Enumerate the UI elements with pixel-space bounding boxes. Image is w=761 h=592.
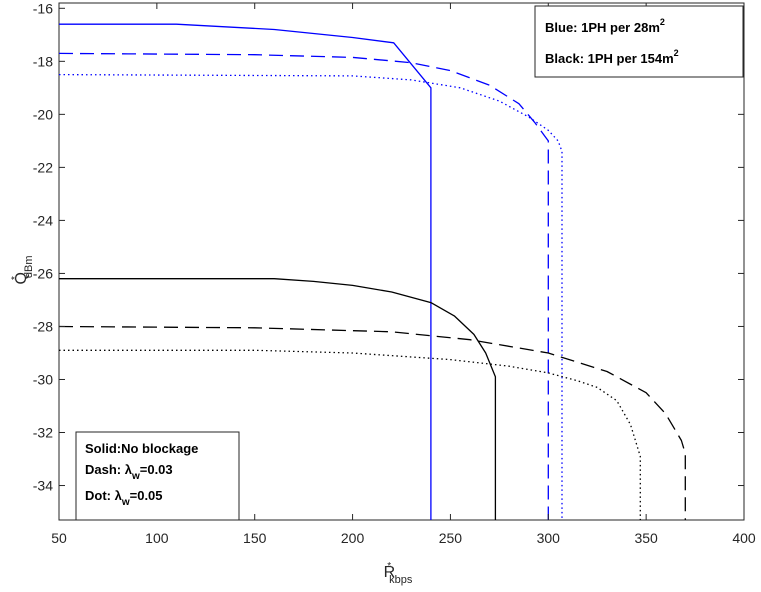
y-axis-title-sup: * bbox=[10, 276, 21, 280]
x-tick-label: 50 bbox=[51, 530, 67, 546]
x-tick-label: 350 bbox=[634, 530, 658, 546]
y-tick-label: -20 bbox=[33, 106, 53, 122]
legend-styles-dot: Dot: λw=0.05 bbox=[85, 488, 163, 508]
x-axis: 50 100 150 200 250 300 350 400 bbox=[51, 3, 756, 546]
y-tick-label: -18 bbox=[33, 53, 53, 69]
x-tick-label: 400 bbox=[732, 530, 756, 546]
y-tick-label: -28 bbox=[33, 318, 53, 334]
series-line-black-dash bbox=[58, 325, 686, 520]
y-tick-label: -32 bbox=[33, 425, 53, 441]
y-tick-label: -30 bbox=[33, 371, 53, 387]
y-tick-label: -24 bbox=[33, 212, 53, 228]
y-tick-label: -22 bbox=[33, 159, 53, 175]
x-tick-label: 200 bbox=[341, 530, 365, 546]
legend-styles-box bbox=[75, 431, 240, 521]
series-line-blue-solid bbox=[59, 23, 432, 520]
x-tick-label: 150 bbox=[243, 530, 267, 546]
legend-styles-dash: Dash: λw=0.03 bbox=[85, 462, 173, 482]
legend-colors-box bbox=[534, 5, 744, 78]
x-axis-title-sub: kbps bbox=[389, 574, 413, 586]
x-tick-label: 250 bbox=[439, 530, 463, 546]
y-tick-label: -26 bbox=[33, 265, 53, 281]
legend-colors: Blue: 1PH per 28m2 Black: 1PH per 154m2 bbox=[534, 5, 744, 78]
y-tick-label: -16 bbox=[33, 0, 53, 16]
y-axis-title: Q* dBm bbox=[10, 256, 35, 285]
series-line-blue-dash bbox=[58, 52, 549, 520]
series-line-black-solid bbox=[59, 278, 497, 520]
series-layer bbox=[58, 23, 686, 520]
x-axis-title: R* kbps bbox=[384, 561, 413, 586]
y-axis-title-main: Q bbox=[13, 272, 30, 284]
series-line-blue-dot bbox=[58, 73, 563, 520]
x-axis-title-sup: * bbox=[387, 561, 391, 572]
legend-colors-line-blue: Blue: 1PH per 28m2 bbox=[545, 17, 665, 35]
y-tick-label: -34 bbox=[33, 478, 53, 494]
legend-colors-line-black: Black: 1PH per 154m2 bbox=[545, 48, 679, 66]
y-axis-title-sub: dBm bbox=[23, 256, 35, 279]
legend-styles-solid: Solid:No blockage bbox=[85, 441, 198, 456]
legend-styles: Solid:No blockage Dash: λw=0.03 Dot: λw=… bbox=[75, 431, 240, 521]
y-axis-title-group: Q* dBm bbox=[10, 256, 35, 285]
x-axis-title-main: R bbox=[384, 564, 396, 581]
x-tick-label: 300 bbox=[537, 530, 561, 546]
x-tick-label: 100 bbox=[145, 530, 169, 546]
